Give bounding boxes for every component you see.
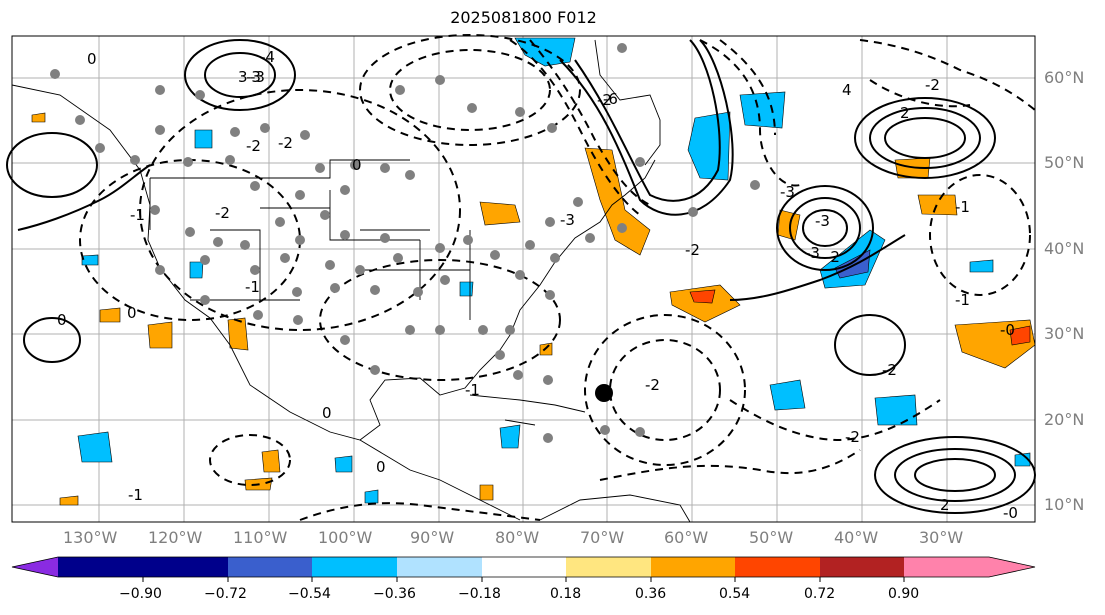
colorbar-tick-label: −0.90 <box>119 586 162 602</box>
contour-label: -3 <box>805 244 820 262</box>
colorbar-bin <box>482 557 566 577</box>
lat-label: 60°N <box>1044 68 1085 87</box>
contour-label: -1 <box>465 381 480 399</box>
lon-label: 90°W <box>410 528 455 547</box>
contour-label: 0 <box>57 311 67 329</box>
contour-label: -6 <box>603 90 618 108</box>
colorbar-tick-label: −0.72 <box>204 586 247 602</box>
colorbar-tick-label: 0.36 <box>635 586 667 602</box>
contour-label-layer: 0 -2 -3 -4 0 -2 -1 -2 -3 -2 2 4 -2 0 -3 … <box>57 48 1018 522</box>
contour-label: -1 <box>128 486 143 504</box>
map-title: 2025081800 F012 <box>450 8 597 27</box>
lat-label: 30°N <box>1044 324 1085 343</box>
contour-label: -2 <box>597 91 612 109</box>
contour-label: -2 <box>645 376 660 394</box>
colorbar-bin <box>58 557 143 577</box>
contour-label: -2 <box>925 76 940 94</box>
colorbar-tick-label: −0.36 <box>373 586 416 602</box>
contour-label: -3 <box>780 183 795 201</box>
contour-label: 2 <box>940 496 950 514</box>
colorbar-bin <box>312 557 397 577</box>
contour-label: 0 <box>352 156 362 174</box>
contour-label: -1 <box>130 206 145 224</box>
colorbar-tick-label: 0.72 <box>804 586 836 602</box>
station-markers <box>50 43 760 443</box>
contour-label: -3 <box>246 68 261 86</box>
contour-label: -1 <box>955 291 970 309</box>
contour-label: -2 <box>215 204 230 222</box>
contour-label: 4 <box>842 81 852 99</box>
contour-label: -2 <box>825 248 840 266</box>
contour-label: -3 <box>250 68 265 86</box>
lon-label: 50°W <box>749 528 794 547</box>
contour-label: 3 <box>238 68 248 86</box>
colorbar-tick-label: −0.18 <box>458 586 501 602</box>
lon-label: 70°W <box>580 528 625 547</box>
contour-label: -3 <box>560 211 575 229</box>
contour-label: -2 <box>685 241 700 259</box>
colorbar-bin <box>820 557 904 577</box>
colorbar-bin <box>566 557 651 577</box>
colorbar-outline <box>11 556 1036 578</box>
contour-label: -1 <box>245 278 260 296</box>
contour-label: 2 <box>900 104 910 122</box>
lat-label: 50°N <box>1044 153 1085 172</box>
contour-label: -2 <box>882 361 897 379</box>
lon-label: 60°W <box>664 528 709 547</box>
colorbar-bin <box>397 557 482 577</box>
storm-center-marker <box>595 384 613 402</box>
colorbar-bin <box>735 557 820 577</box>
contour-label: 0 <box>127 304 137 322</box>
contour-label: -2 <box>278 134 293 152</box>
contour-label: 0 <box>87 50 97 68</box>
colorbar-tick-label: 0.90 <box>888 586 920 602</box>
lon-label: 100°W <box>318 528 373 547</box>
contour-label: 0 <box>322 404 332 422</box>
colorbar-extend-high <box>989 557 1035 577</box>
contour-label: -0 <box>1000 321 1015 339</box>
contour-label: -2 <box>246 137 261 155</box>
lat-label: 10°N <box>1044 495 1085 514</box>
colorbar-tick-label: 0.54 <box>719 586 751 602</box>
contour-label: -2 <box>845 428 860 446</box>
colorbar-bin <box>143 557 228 577</box>
contour-label: -1 <box>955 198 970 216</box>
colorbar <box>11 556 1036 582</box>
lon-label: 130°W <box>63 528 118 547</box>
colorbar-bin <box>651 557 735 577</box>
lon-label: 30°W <box>919 528 964 547</box>
contour-label: -4 <box>260 48 275 66</box>
contour-label: 0 <box>376 458 386 476</box>
colorbar-tick-label: 0.18 <box>550 586 582 602</box>
colorbar-tick-label: −0.54 <box>288 586 331 602</box>
lon-label: 120°W <box>148 528 203 547</box>
colorbar-bin <box>904 557 989 577</box>
lon-label: 80°W <box>495 528 540 547</box>
contour-label: -0 <box>1003 504 1018 522</box>
colorbar-bin <box>228 557 312 577</box>
lon-label: 40°W <box>834 528 879 547</box>
lat-label: 20°N <box>1044 410 1085 429</box>
colorbar-extend-low <box>12 557 58 577</box>
contour-label: -3 <box>815 212 830 230</box>
lat-label: 40°N <box>1044 239 1085 258</box>
lon-label: 110°W <box>233 528 288 547</box>
map-frame <box>11 35 1036 523</box>
